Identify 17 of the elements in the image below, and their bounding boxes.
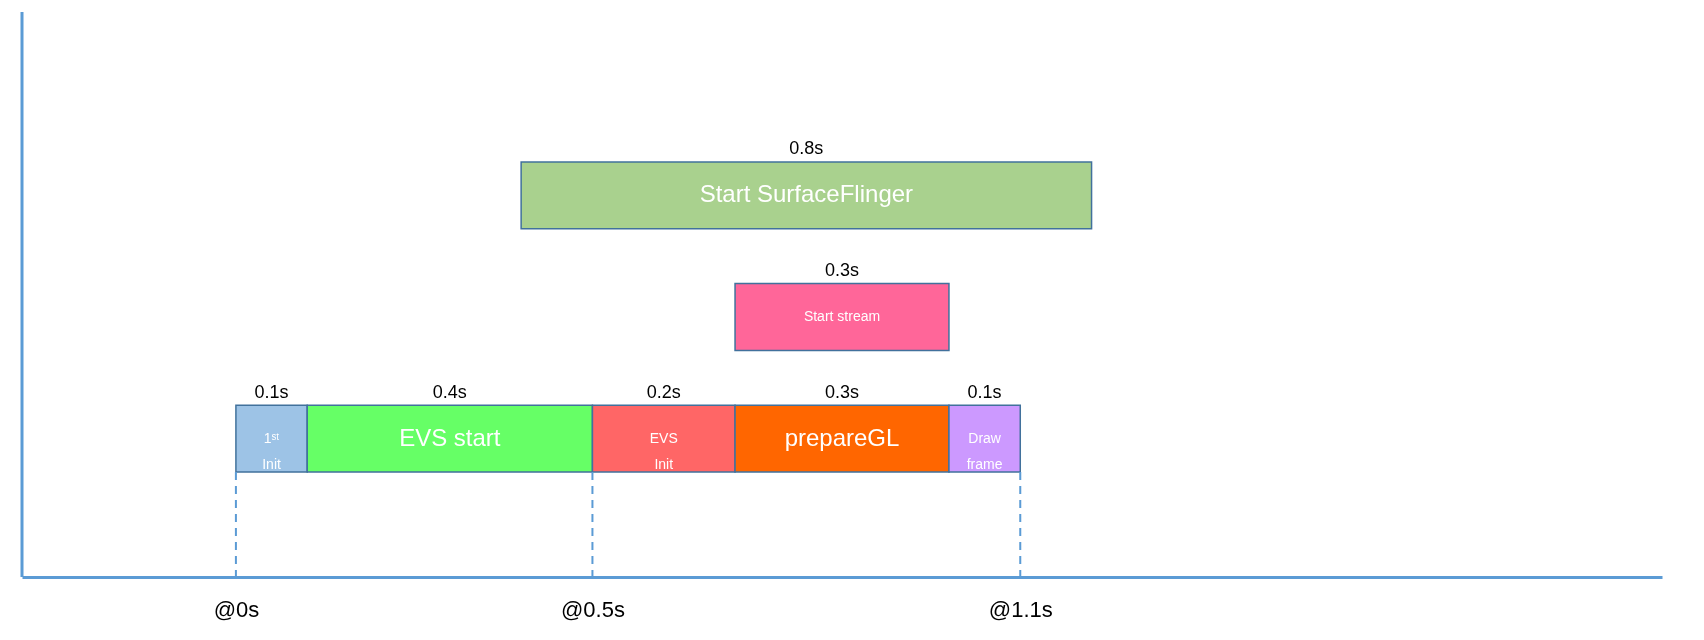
data-label: 0.4s <box>432 381 467 402</box>
series-label: Draw frame <box>966 429 1003 472</box>
data-label: 0.8s <box>789 138 824 159</box>
data-label: 0.3s <box>824 260 860 280</box>
series-label: prepareGL <box>784 423 900 451</box>
x-tick-label: @1.1s <box>988 596 1053 622</box>
series-label: Start stream <box>803 308 881 324</box>
data-label: 0.3s <box>824 381 860 402</box>
data-label: 0.1s <box>967 381 1002 402</box>
x-tick-label: @0.5s <box>560 596 625 622</box>
series-label: EVS start <box>399 423 501 451</box>
x-tick-label: @0s <box>213 596 260 622</box>
series-label: EVS Init <box>649 429 678 472</box>
data-label: 0.2s <box>646 381 681 402</box>
series-label: Start SurfaceFlinger <box>699 180 914 208</box>
data-label: 0.1s <box>254 381 289 402</box>
series-label: 1ˢᵗ Init <box>262 429 282 472</box>
